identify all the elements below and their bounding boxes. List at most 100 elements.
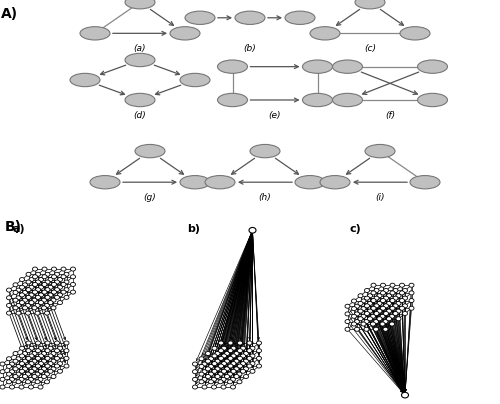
Circle shape xyxy=(20,278,24,282)
Circle shape xyxy=(61,267,66,271)
Text: (d): (d) xyxy=(134,111,146,120)
Circle shape xyxy=(386,294,392,298)
Circle shape xyxy=(6,303,12,307)
Circle shape xyxy=(28,385,34,389)
Circle shape xyxy=(42,351,46,356)
Circle shape xyxy=(125,0,155,9)
Circle shape xyxy=(51,283,56,287)
Circle shape xyxy=(61,290,66,294)
Circle shape xyxy=(32,282,38,286)
Circle shape xyxy=(13,283,18,287)
Circle shape xyxy=(390,307,394,311)
Circle shape xyxy=(199,380,204,384)
Circle shape xyxy=(240,354,246,358)
Circle shape xyxy=(38,301,44,305)
Circle shape xyxy=(240,346,246,350)
Circle shape xyxy=(38,346,44,350)
Circle shape xyxy=(409,299,414,303)
Circle shape xyxy=(20,285,24,289)
Circle shape xyxy=(364,296,370,300)
Circle shape xyxy=(22,306,28,310)
Circle shape xyxy=(51,306,56,310)
Circle shape xyxy=(0,370,5,374)
Circle shape xyxy=(26,303,30,307)
Circle shape xyxy=(42,267,47,271)
Circle shape xyxy=(185,11,215,24)
Circle shape xyxy=(212,354,217,358)
Circle shape xyxy=(26,295,31,299)
Circle shape xyxy=(365,145,395,158)
Circle shape xyxy=(206,351,210,356)
Circle shape xyxy=(377,301,382,305)
Circle shape xyxy=(26,356,31,360)
Circle shape xyxy=(374,304,379,308)
Circle shape xyxy=(224,359,230,363)
Circle shape xyxy=(54,349,60,353)
Circle shape xyxy=(58,362,62,366)
Circle shape xyxy=(352,299,356,303)
Circle shape xyxy=(218,349,224,353)
Circle shape xyxy=(64,280,69,284)
Circle shape xyxy=(48,293,53,297)
Circle shape xyxy=(320,175,350,189)
Circle shape xyxy=(6,380,12,384)
Circle shape xyxy=(29,354,34,358)
Circle shape xyxy=(16,380,21,384)
Circle shape xyxy=(6,288,12,292)
Circle shape xyxy=(215,359,220,363)
Circle shape xyxy=(374,312,378,316)
Text: A): A) xyxy=(1,7,18,21)
Circle shape xyxy=(26,364,30,368)
Circle shape xyxy=(371,291,376,295)
Text: B): B) xyxy=(5,220,22,234)
Circle shape xyxy=(42,359,46,363)
Circle shape xyxy=(222,354,226,358)
Circle shape xyxy=(237,364,242,368)
Circle shape xyxy=(409,306,414,310)
Circle shape xyxy=(6,364,12,368)
Circle shape xyxy=(48,278,53,282)
Circle shape xyxy=(238,356,242,360)
Circle shape xyxy=(26,272,31,276)
Circle shape xyxy=(228,380,232,384)
Circle shape xyxy=(42,375,46,379)
Circle shape xyxy=(218,380,223,384)
Circle shape xyxy=(13,351,18,356)
Circle shape xyxy=(64,295,69,299)
Circle shape xyxy=(54,280,60,284)
Circle shape xyxy=(28,362,34,366)
Circle shape xyxy=(45,280,50,284)
Circle shape xyxy=(51,351,56,356)
Circle shape xyxy=(418,93,448,107)
Circle shape xyxy=(224,351,230,356)
Circle shape xyxy=(38,362,43,366)
Circle shape xyxy=(358,309,363,313)
Circle shape xyxy=(206,367,210,371)
Circle shape xyxy=(42,283,46,287)
Circle shape xyxy=(22,359,28,363)
Circle shape xyxy=(6,372,12,376)
Circle shape xyxy=(22,290,28,295)
Circle shape xyxy=(208,364,214,368)
Circle shape xyxy=(364,312,369,316)
Text: a): a) xyxy=(12,224,25,234)
Circle shape xyxy=(125,93,155,107)
Circle shape xyxy=(38,362,44,366)
Circle shape xyxy=(396,301,401,305)
Circle shape xyxy=(48,285,53,289)
Circle shape xyxy=(20,362,24,366)
Circle shape xyxy=(32,275,38,279)
Circle shape xyxy=(45,356,50,360)
Circle shape xyxy=(35,296,40,300)
Circle shape xyxy=(390,299,395,303)
Circle shape xyxy=(20,293,24,297)
Circle shape xyxy=(22,283,28,287)
Circle shape xyxy=(396,317,401,321)
Circle shape xyxy=(393,296,398,300)
Circle shape xyxy=(235,11,265,24)
Circle shape xyxy=(400,283,404,287)
Circle shape xyxy=(228,341,233,345)
Circle shape xyxy=(58,369,62,373)
Circle shape xyxy=(380,307,385,311)
Circle shape xyxy=(192,385,198,389)
